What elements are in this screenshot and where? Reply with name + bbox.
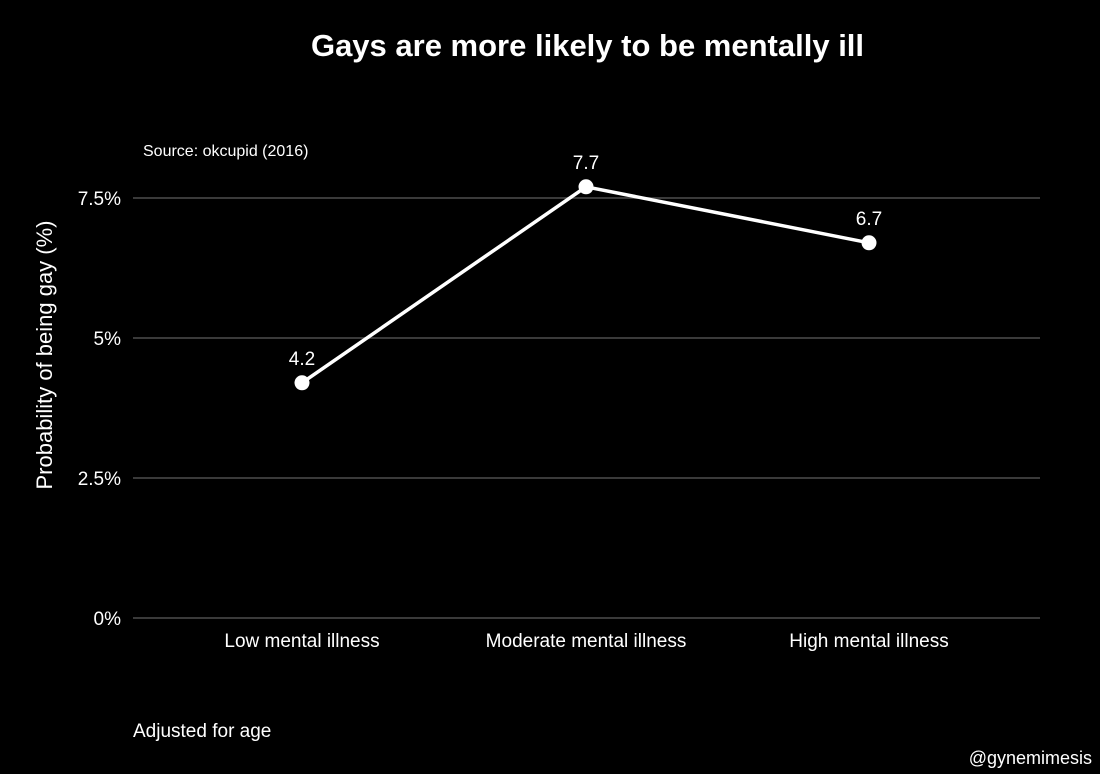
chart-caption: Adjusted for age [133,721,272,742]
y-tick-label: 2.5% [78,469,121,490]
data-point [861,235,877,251]
y-axis-ticks: 0% 2.5% 5% 7.5% [78,189,121,630]
x-axis-ticks: Low mental illness Moderate mental illnes… [224,631,948,652]
x-tick-label: Low mental illness [224,631,379,652]
x-tick-label: High mental illness [789,631,948,652]
x-tick-label: Moderate mental illness [486,631,687,652]
data-point [578,179,594,195]
gridlines [133,197,1040,619]
chart-subtitle: Source: okcupid (2016) [143,143,309,160]
data-label: 7.7 [573,153,599,174]
data-label: 6.7 [856,209,882,230]
y-axis-title: Probability of being gay (%) [32,220,57,489]
series-layer: 4.2 7.7 6.7 [289,153,882,391]
data-label: 4.2 [289,349,315,370]
y-tick-label: 5% [94,329,122,350]
y-tick-label: 7.5% [78,189,121,210]
series-line [301,185,870,385]
y-tick-label: 0% [94,609,122,630]
credit-handle: @gynemimesis [968,748,1092,768]
data-point [294,375,310,391]
chart-title: Gays are more likely to be mentally ill [310,28,865,63]
